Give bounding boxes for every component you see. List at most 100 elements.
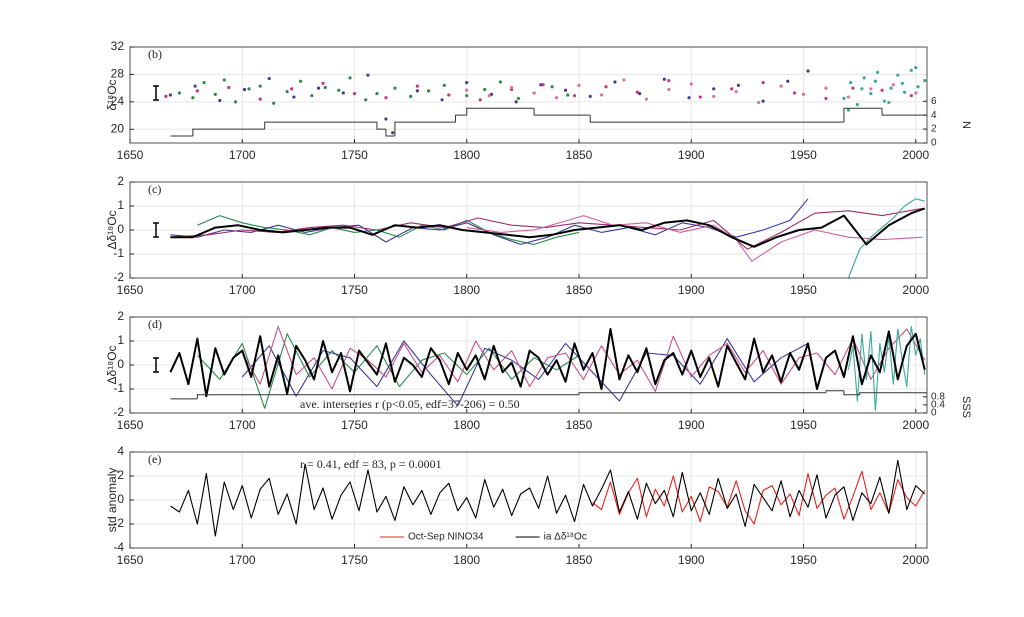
data-point — [876, 70, 880, 74]
data-point — [516, 96, 520, 101]
error-bar — [153, 222, 159, 238]
plot-frame — [129, 451, 928, 549]
data-point — [323, 85, 327, 90]
data-point — [337, 88, 341, 92]
data-point — [193, 84, 197, 88]
y-tick-label: 0 — [117, 222, 124, 236]
count-step — [843, 390, 860, 396]
count-step — [394, 121, 456, 137]
data-point — [909, 94, 913, 98]
data-point — [902, 90, 907, 94]
data-point — [242, 87, 247, 92]
count-step — [264, 121, 377, 130]
x-tick-label: 1800 — [453, 418, 480, 432]
data-point — [514, 100, 518, 104]
panel-label: (d) — [148, 317, 162, 331]
annotation: ave. interseries r (p<0.05, edf=37-206) … — [300, 397, 520, 411]
data-point — [541, 83, 545, 87]
x-tick-label: 1700 — [229, 553, 256, 567]
data-point — [689, 82, 693, 86]
y-tick-label: -1 — [113, 246, 124, 260]
count-step — [455, 114, 467, 123]
data-point — [846, 95, 851, 99]
data-point — [880, 88, 884, 92]
data-point — [909, 68, 913, 72]
plot-frame — [129, 316, 928, 414]
data-point — [736, 83, 741, 87]
data-point — [258, 97, 262, 101]
y2-tick-label: 0.8 — [931, 391, 945, 402]
data-point — [900, 81, 904, 85]
data-point — [384, 117, 388, 121]
data-point — [862, 76, 866, 80]
data-point — [792, 91, 797, 95]
legend-label: Oct-Sep NINO34 — [408, 532, 484, 543]
data-point — [761, 81, 765, 85]
data-point — [285, 89, 289, 94]
data-point — [644, 97, 648, 101]
data-point — [532, 91, 536, 95]
series-line — [466, 215, 923, 262]
y-tick-label: 0 — [117, 357, 124, 371]
data-point — [855, 103, 860, 107]
data-point — [539, 83, 543, 87]
data-point — [222, 78, 226, 82]
data-point — [465, 88, 469, 92]
panel-label: (b) — [148, 47, 162, 61]
count-step — [533, 108, 591, 116]
y-tick-label: 2 — [117, 309, 124, 323]
annotation: r = 0.41, edf = 83, p = 0.0001 — [300, 457, 442, 471]
y2-tick-label: 2 — [931, 124, 937, 135]
x-tick-label: 1850 — [566, 283, 593, 297]
data-point — [869, 87, 873, 91]
x-tick-label: 1650 — [117, 553, 144, 567]
data-point — [483, 87, 487, 92]
data-point — [869, 92, 873, 96]
y-tick-label: -2 — [113, 516, 124, 530]
data-point — [712, 94, 716, 98]
x-tick-label: 1800 — [453, 283, 480, 297]
y-tick-label: 32 — [111, 39, 125, 53]
data-point — [364, 98, 368, 102]
data-point — [415, 84, 419, 88]
error-bar — [153, 357, 159, 373]
data-point — [801, 92, 806, 96]
data-point — [604, 85, 608, 89]
x-tick-label: 1900 — [678, 553, 705, 567]
data-point — [779, 84, 783, 88]
data-point — [698, 95, 702, 99]
data-point — [310, 94, 314, 98]
series-line — [847, 198, 925, 279]
data-point — [712, 87, 716, 91]
x-tick-label: 1650 — [117, 283, 144, 297]
data-point — [889, 86, 893, 90]
data-point — [860, 87, 864, 91]
x-tick-label: 1800 — [453, 553, 480, 567]
y-tick-label: 1 — [117, 333, 124, 347]
series-line — [170, 459, 926, 537]
data-point — [447, 93, 451, 97]
data-point — [550, 85, 554, 89]
data-point — [366, 73, 370, 77]
data-point — [415, 89, 419, 93]
data-point — [233, 100, 238, 104]
data-point — [667, 87, 671, 92]
data-point — [267, 76, 271, 81]
data-point — [914, 65, 918, 70]
data-point — [213, 92, 217, 96]
data-point — [806, 69, 810, 73]
data-point — [577, 83, 581, 87]
y-tick-label: -2 — [113, 405, 124, 419]
y2-axis-label: N — [960, 121, 972, 129]
data-point — [465, 81, 469, 85]
y2-tick-label: 6 — [931, 96, 937, 107]
data-point — [164, 94, 168, 98]
x-tick-label: 1800 — [453, 148, 480, 162]
data-point — [916, 85, 920, 89]
x-tick-label: 1850 — [566, 553, 593, 567]
count-step — [466, 107, 535, 116]
y2-tick-label: 4 — [931, 110, 937, 121]
y-tick-label: 1 — [117, 198, 124, 212]
data-point — [923, 79, 927, 83]
